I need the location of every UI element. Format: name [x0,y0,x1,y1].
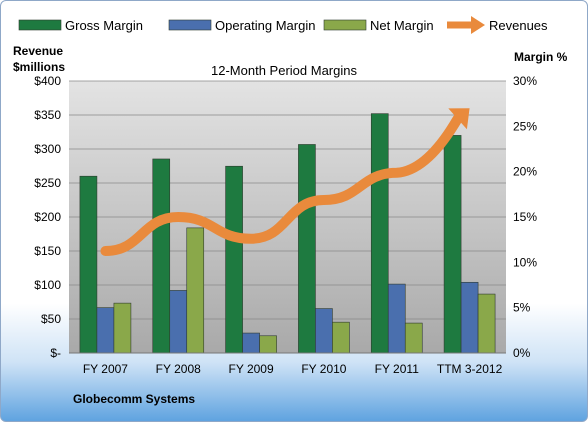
right-tick-label: 0% [513,346,531,360]
legend-label-operating-margin: Operating Margin [215,18,315,33]
bar-net-margin [259,335,277,354]
category-label: TTM 3-2012 [437,362,503,376]
bar-gross-margin [152,158,171,354]
bar-gross-margin [370,113,389,354]
left-tick-label: $400 [34,74,61,88]
bar-operating-margin [315,308,333,354]
left-tick-label: $350 [34,108,61,122]
left-tick-label: $50 [41,312,61,326]
right-tick-label: 30% [513,74,537,88]
left-tick-label: $150 [34,244,61,258]
revenues-arrowhead [448,108,470,130]
right-tick-label: 25% [513,119,537,133]
company-label: Globecomm Systems [73,392,195,406]
bar-net-margin [186,227,205,354]
right-tick-label: 15% [513,210,537,224]
right-tick-label: 5% [513,301,531,315]
bar-net-margin [332,321,350,354]
category-label: FY 2008 [156,362,201,376]
legend-swatch-gross-margin [18,19,62,31]
right-tick-label: 20% [513,165,537,179]
bar-gross-margin [225,165,243,354]
legend-label-net-margin: Net Margin [370,18,434,33]
bar-net-margin [404,322,423,354]
bar-gross-margin [443,135,462,354]
left-axis-label-line1: Revenue [13,44,63,58]
legend-arrow-revenues [471,16,485,34]
bar-operating-margin [387,283,406,354]
bar-net-margin [113,302,132,354]
legend-swatch-net-margin [323,19,367,31]
legend-label-gross-margin: Gross Margin [65,18,143,33]
category-label: FY 2007 [83,362,128,376]
left-tick-label: $250 [34,176,61,190]
right-tick-label: 10% [513,255,537,269]
bar-gross-margin [298,144,316,354]
revenues-line [100,113,463,256]
left-axis-label-line2: $millions [13,60,65,74]
chart-title: 12-Month Period Margins [211,63,357,78]
bar-net-margin [477,293,496,354]
category-label: FY 2009 [229,362,274,376]
legend-label-revenues: Revenues [489,18,548,33]
bar-operating-margin [242,332,260,354]
legend-swatch-operating-margin [168,19,212,31]
left-tick-label: $300 [34,142,61,156]
bar-gross-margin [79,175,98,354]
left-tick-label: $- [50,346,61,360]
bar-operating-margin [460,281,479,354]
right-axis-label: Margin % [514,50,568,64]
category-label: FY 2010 [301,362,346,376]
category-label: FY 2011 [375,362,420,376]
bar-operating-margin [96,307,115,354]
left-tick-label: $100 [34,278,61,292]
left-tick-label: $200 [34,210,61,224]
bar-operating-margin [169,290,188,354]
